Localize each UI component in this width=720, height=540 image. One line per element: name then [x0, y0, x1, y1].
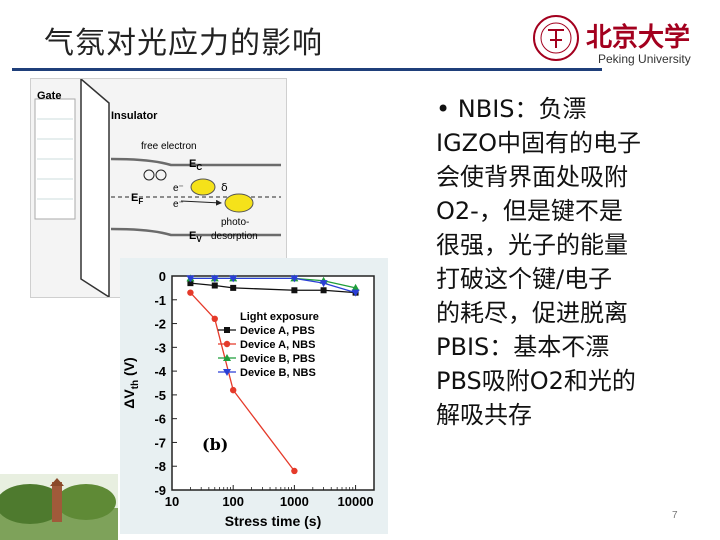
- seal-icon: [533, 15, 579, 61]
- bullet-text-block: • NBIS：负漂 IGZO中固有的电子 会使背界面处吸附 O2-，但是键不是 很强，光…: [436, 92, 716, 432]
- series-line-3: [190, 277, 356, 294]
- data-point-0: [230, 284, 237, 291]
- data-point-0: [291, 287, 298, 294]
- y-tick-label: -2: [154, 317, 166, 332]
- campus-photo: [0, 474, 118, 540]
- data-point-3: [319, 280, 328, 288]
- data-point-3: [351, 289, 360, 297]
- insulator-label: Insulator: [111, 110, 158, 122]
- legend-title: Light exposure: [240, 311, 319, 323]
- legend-marker: [224, 327, 230, 333]
- delta-label: δ: [221, 181, 228, 194]
- data-point-0: [187, 280, 194, 287]
- x-tick-label: 1000: [280, 494, 309, 509]
- x-tick-label: 10: [165, 494, 179, 509]
- pagoda-icon: [52, 482, 62, 522]
- legend-marker: [223, 369, 231, 376]
- bullet-text-line: • NBIS：负漂: [436, 95, 587, 123]
- data-point-1: [229, 386, 237, 394]
- logo-name: 北京大学: [586, 22, 690, 53]
- data-point-1: [187, 289, 194, 296]
- data-point-0: [320, 287, 327, 294]
- data-point-0: [211, 282, 218, 289]
- data-point-1: [291, 467, 298, 475]
- x-axis-label: Stress time (s): [225, 513, 321, 529]
- logo-subtitle: Peking University: [598, 52, 691, 66]
- legend-entry: Device A, PBS: [240, 325, 315, 337]
- gate-label: Gate: [37, 90, 61, 102]
- data-point-3: [186, 275, 195, 283]
- bullet-text-line: 会使背界面处吸附: [436, 163, 628, 191]
- bullet-text-line: IGZO中固有的电子: [436, 129, 642, 157]
- adsorbed-oxygen-bubble: [190, 178, 216, 196]
- bullet-text-line: 解吸共存: [436, 401, 532, 429]
- y-tick-label: -1: [154, 293, 166, 308]
- electron-label-2: e⁻: [173, 199, 184, 210]
- panel-label: (b): [202, 435, 228, 454]
- title-underline: [12, 68, 602, 71]
- legend-marker: [223, 340, 231, 348]
- data-point-1: [211, 315, 218, 322]
- y-tick-label: -7: [154, 435, 166, 450]
- y-tick-label: -8: [154, 459, 166, 474]
- legend-marker: [223, 354, 231, 361]
- insulator-layer: [80, 79, 110, 297]
- free-electron-label: free electron: [141, 141, 197, 152]
- desorbed-oxygen-bubble: [224, 193, 254, 213]
- series-line-0: [190, 282, 356, 294]
- page-number: 7: [672, 510, 678, 521]
- series-line-1: [189, 292, 295, 472]
- slide-title: 气氛对光应力的影响: [44, 26, 323, 61]
- data-point-3: [229, 275, 238, 283]
- electron-icon: [155, 169, 167, 181]
- photo-label-2: desorption: [211, 231, 258, 242]
- legend-entry: Device A, NBS: [240, 339, 315, 351]
- x-tick-label: 10000: [338, 494, 374, 509]
- bullet-text-line: O2-，但是键不是: [436, 197, 623, 225]
- y-tick-label: -9: [154, 483, 166, 498]
- desorption-arrow: [180, 199, 222, 206]
- peking-university-logo: 北京大学: [533, 15, 690, 61]
- bullet-text-line: 打破这个键/电子: [436, 265, 613, 293]
- conduction-band: [110, 157, 281, 167]
- bullet-text-line: 的耗尽，促进脱离: [436, 299, 628, 327]
- photo-label-1: photo-: [221, 217, 249, 228]
- ec-label: EC: [189, 158, 202, 172]
- ev-label: EV: [189, 230, 202, 244]
- y-axis-label: ΔVth (V): [121, 357, 141, 408]
- data-point-3: [290, 275, 299, 283]
- bullet-text-line: PBS吸附O2和光的: [436, 367, 636, 395]
- data-point-3: [210, 275, 219, 283]
- ef-label: EF: [131, 192, 143, 206]
- x-tick-label: 100: [222, 494, 244, 509]
- electron-label-1: e⁻: [173, 183, 184, 194]
- threshold-shift-chart: 0 -1 -2 -3 -4 -5 -6 -7 -8 -910 100 1000 10000 Stress …: [120, 258, 388, 534]
- data-point-2: [351, 283, 360, 291]
- legend-entry: Device B, NBS: [240, 367, 316, 379]
- electron-icon: [143, 169, 155, 181]
- legend-entry: Device B, PBS: [240, 353, 315, 365]
- y-tick-label: -3: [154, 340, 166, 355]
- y-tick-label: -4: [154, 364, 166, 379]
- y-tick-label: -6: [154, 412, 166, 427]
- y-tick-label: -5: [154, 388, 166, 403]
- valence-band: [110, 227, 281, 237]
- plot-area: [171, 275, 375, 491]
- y-tick-label: 0: [159, 269, 166, 284]
- bullet-text-line: PBIS：基本不漂: [436, 333, 610, 361]
- bullet-text-line: 很强，光子的能量: [436, 231, 628, 259]
